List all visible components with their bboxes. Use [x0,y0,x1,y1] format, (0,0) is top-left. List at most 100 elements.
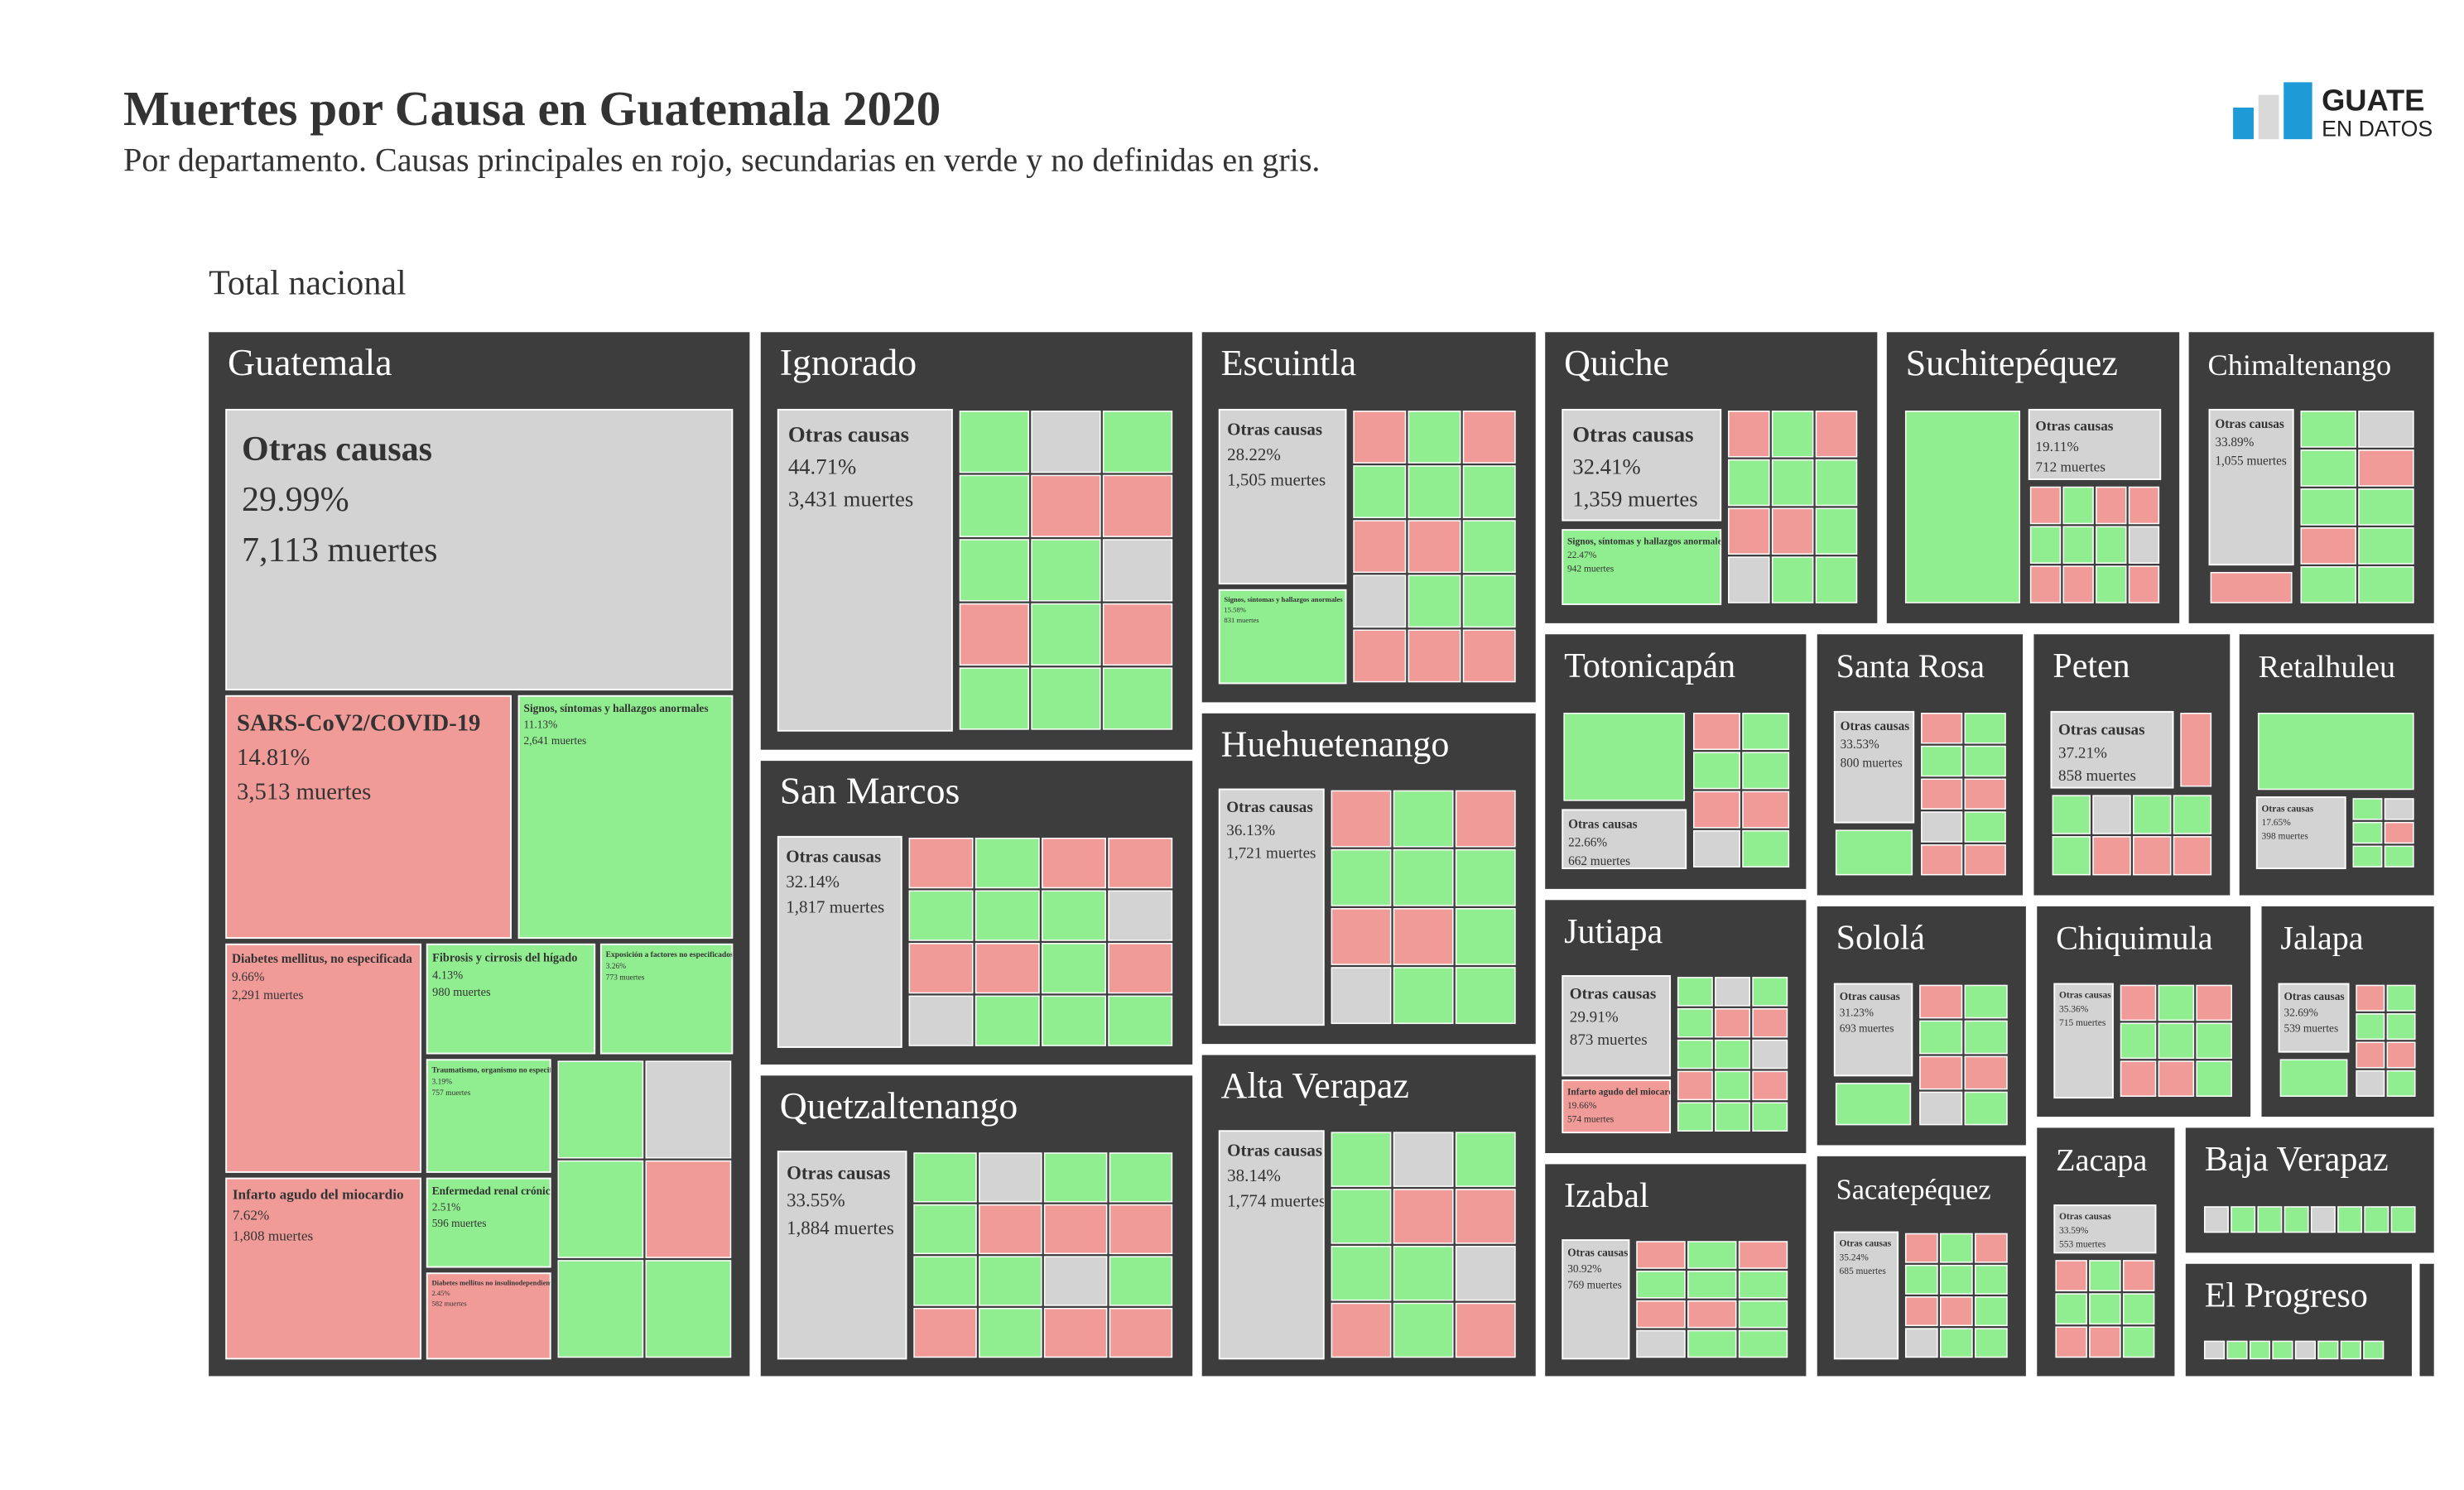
small-cell [913,1204,977,1255]
small-cell [2390,1206,2416,1233]
cell-label: Otras causas [1568,818,1638,832]
logo-bar [2258,94,2279,140]
cell-percent: 32.69% [2284,1006,2318,1018]
small-cell [908,837,974,889]
small-cell [1408,574,1461,628]
small-cell [2158,1060,2195,1097]
cell [1833,1231,1899,1360]
small-cell [2062,526,2094,565]
cell-deaths: 3,513 muertes [237,778,371,805]
small-cell [2089,1293,2121,1325]
small-cell [1687,1271,1737,1299]
small-cell [959,411,1029,473]
small-cell [2231,1206,2256,1233]
small-cell [1904,1296,1938,1327]
cell [1218,589,1347,685]
logo-bar [2233,107,2254,140]
cell-deaths: 685 muertes [1839,1266,1886,1276]
cell-deaths: 539 muertes [2284,1022,2339,1035]
small-cell [2352,798,2383,820]
cell-percent: 7.62% [233,1207,269,1223]
cell-deaths: 858 muertes [2058,767,2136,785]
small-cell [1462,465,1516,518]
department-label: Peten [2053,647,2130,685]
department: Quetzaltenango Otras causas 33.55% 1,884 mu… [760,1075,1193,1377]
small-cell [2203,1206,2229,1233]
cell-labels: Diabetes mellitus, no especificada 9.66% 2… [232,952,412,1002]
small-cell [1393,790,1454,848]
cell-labels: Otras causas 33.53% 800 muertes [1841,719,1910,770]
cell [1218,408,1347,585]
cell-labels: Otras causas 33.89% 1,055 muertes [2215,417,2287,468]
cell [2050,710,2174,789]
cell-labels: Fibrosis y cirrosis del hígado 4.13% 980 m… [432,952,577,1000]
department-label: Huehuetenango [1221,723,1450,764]
small-cell [959,603,1029,666]
small-cell [1904,1264,1938,1295]
cell-label: Traumatismo, organismo no especificado [431,1066,570,1075]
cell-percent: 2.51% [432,1200,461,1213]
small-cell [2257,713,2414,791]
small-cell [1393,1189,1454,1244]
cell-percent: 3.26% [606,962,627,971]
cell-percent: 32.14% [786,872,840,892]
small-cell [1408,465,1461,518]
cell [2278,983,2350,1053]
cell [426,1177,551,1268]
cell [1833,983,1913,1077]
small-cell [913,1307,977,1358]
cell-labels: Otras causas 33.59% 553 muertes [2059,1212,2111,1249]
small-cell [1815,507,1858,555]
small-cell [2122,1293,2155,1325]
cell-labels: Otras causas 17.65% 398 muertes [2262,804,2314,841]
small-cell [2337,1206,2363,1233]
small-cell [975,943,1040,994]
small-cell [1108,837,1173,889]
small-cell [1408,520,1461,574]
small-cell [2300,449,2356,487]
small-cell [1964,1020,2008,1055]
cell-percent: 33.59% [2059,1226,2089,1236]
small-cell [557,1160,644,1258]
cell-deaths: 980 muertes [432,986,491,999]
small-cell [975,995,1040,1046]
department: Ignorado Otras causas 44.71% 3,431 muertes [760,332,1193,750]
small-cell [2120,1060,2157,1097]
small-cell [1462,520,1516,574]
small-cell [1331,908,1392,965]
small-cell [1738,1271,1788,1299]
cell-label: Otras causas [1840,990,1900,1002]
small-cell [1771,507,1814,555]
cell-label: Otras causas [1227,419,1322,439]
small-cell [1636,1271,1686,1299]
small-cell [1715,1070,1751,1101]
cell-percent: 4.13% [432,968,463,982]
small-cell [1042,890,1106,941]
small-cell [1921,844,1963,876]
cell-label: Enfermedad renal crónica [432,1185,556,1197]
cell-label: Otras causas [1572,422,1693,447]
department-label: Totonicapán [1564,647,1735,685]
cell-deaths: 715 muertes [2059,1018,2106,1028]
department: Huehuetenango Otras causas 36.13% 1,721 mue… [1201,713,1536,1045]
small-cell [1563,713,1686,801]
small-cell [2364,1206,2389,1233]
small-cell [1715,1007,1751,1038]
small-cell [2055,1260,2087,1292]
small-cell [1393,848,1454,906]
cell [777,408,953,732]
small-cell [1771,459,1814,507]
cell-deaths: 942 muertes [1567,565,1615,574]
cell [2028,408,2162,480]
small-cell [1331,1245,1392,1301]
small-cell [2089,1326,2121,1358]
cell-label: Otras causas [2059,991,2111,1001]
cell-deaths: 398 muertes [2262,832,2309,842]
small-cell [2386,984,2416,1012]
small-cell [1815,411,1858,458]
small-cell [1393,1245,1454,1301]
small-cell [2096,565,2127,603]
small-cell [1742,829,1790,868]
department-box [2419,1263,2434,1377]
small-cell [1677,1039,1713,1069]
